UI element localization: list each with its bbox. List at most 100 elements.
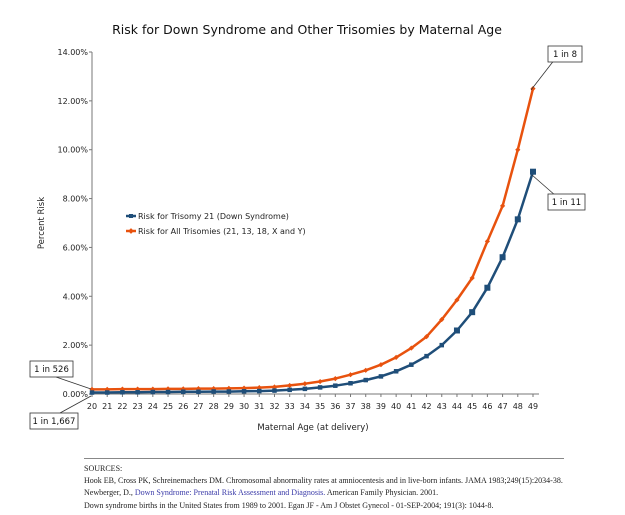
data-point bbox=[408, 345, 414, 351]
data-point bbox=[150, 386, 156, 392]
x-tick-label: 31 bbox=[254, 402, 264, 411]
y-tick-label: 10.00% bbox=[57, 146, 88, 155]
x-tick-label: 33 bbox=[285, 402, 295, 411]
x-tick-label: 24 bbox=[148, 402, 158, 411]
data-point bbox=[272, 388, 277, 393]
data-point bbox=[150, 389, 156, 395]
x-tick-label: 28 bbox=[209, 402, 219, 411]
x-tick-label: 32 bbox=[269, 402, 279, 411]
series-all-trisomies bbox=[89, 86, 536, 392]
data-point bbox=[499, 254, 506, 261]
legend-label-all-trisomies: Risk for All Trisomies (21, 13, 18, X an… bbox=[138, 227, 306, 236]
data-point bbox=[393, 354, 399, 360]
x-tick-label: 34 bbox=[300, 402, 310, 411]
data-point bbox=[530, 86, 536, 92]
callout-text: 1 in 8 bbox=[553, 50, 577, 60]
data-point bbox=[333, 383, 338, 388]
data-point bbox=[332, 376, 338, 382]
chart-title: Risk for Down Syndrome and Other Trisomi… bbox=[112, 22, 502, 37]
x-tick-label: 26 bbox=[178, 402, 188, 411]
data-point bbox=[257, 388, 262, 394]
x-tick-label: 23 bbox=[133, 402, 143, 411]
data-point bbox=[211, 389, 216, 394]
data-point bbox=[135, 386, 141, 392]
data-point bbox=[424, 353, 429, 359]
legend: Risk for Trisomy 21 (Down Syndrome) Risk… bbox=[126, 212, 306, 236]
source-text: American Family Physician. 2001. bbox=[326, 488, 439, 498]
x-tick-label: 42 bbox=[421, 402, 431, 411]
callout-1-in-11: 1 in 11 bbox=[531, 174, 586, 211]
callout-text: 1 in 526 bbox=[34, 365, 69, 375]
callout-leader bbox=[531, 174, 557, 197]
data-point bbox=[196, 389, 201, 395]
callout-leader bbox=[55, 376, 92, 390]
data-point bbox=[484, 284, 491, 291]
legend-label-trisomy21: Risk for Trisomy 21 (Down Syndrome) bbox=[138, 212, 289, 221]
x-tick-label: 37 bbox=[345, 402, 355, 411]
data-point bbox=[226, 389, 232, 394]
chart: Risk for Down Syndrome and Other Trisomi… bbox=[29, 22, 586, 433]
source-link[interactable]: Down Syndrome: Prenatal Risk Assessment … bbox=[134, 488, 326, 498]
data-point bbox=[302, 381, 308, 387]
x-tick-label: 21 bbox=[102, 402, 112, 411]
legend-marker-all-trisomies bbox=[128, 228, 134, 234]
x-tick-label: 27 bbox=[193, 402, 203, 411]
callout-text: 1 in 11 bbox=[552, 198, 581, 208]
data-point bbox=[89, 386, 95, 392]
legend-marker-trisomy21 bbox=[129, 214, 133, 218]
series-trisomy21 bbox=[89, 168, 536, 395]
x-tick-label: 46 bbox=[482, 402, 492, 411]
source-line: Newberger, D., Down Syndrome: Prenatal R… bbox=[84, 487, 619, 499]
y-axis: 0.00% 2.00% 4.00% 6.00% 8.00% 10.00% 12.00% 14.… bbox=[57, 48, 92, 399]
callout-1-in-8: 1 in 8 bbox=[530, 45, 583, 91]
data-point bbox=[409, 362, 414, 367]
sources-heading: SOURCES: bbox=[84, 464, 123, 473]
sources: SOURCES: Hook EB, Cross PK, Schreinemach… bbox=[84, 463, 619, 512]
data-point bbox=[363, 367, 369, 373]
data-point bbox=[454, 297, 460, 303]
source-text: Newberger, D., bbox=[84, 488, 133, 498]
data-point bbox=[514, 216, 521, 223]
data-point bbox=[271, 384, 278, 390]
x-tick-label: 48 bbox=[513, 402, 523, 411]
data-point bbox=[348, 381, 353, 386]
x-tick-label: 45 bbox=[467, 402, 477, 411]
data-point bbox=[499, 203, 506, 209]
source-line: Hook EB, Cross PK, Schreinemachers DM. C… bbox=[84, 476, 563, 486]
data-point bbox=[89, 390, 95, 395]
series-layer bbox=[89, 86, 536, 395]
data-point bbox=[317, 378, 323, 385]
x-axis: 20 21 22 23 24 25 26 27 28 29 30 31 32 33 34 35 36 37 38 39… bbox=[87, 394, 538, 411]
data-point bbox=[211, 386, 217, 392]
data-point bbox=[530, 168, 536, 175]
callout-box bbox=[29, 412, 79, 430]
x-tick-label: 39 bbox=[376, 402, 386, 411]
data-point bbox=[439, 342, 445, 348]
data-point bbox=[135, 390, 140, 395]
x-tick-label: 29 bbox=[224, 402, 234, 411]
data-point bbox=[119, 386, 126, 392]
data-point bbox=[378, 362, 384, 368]
data-point bbox=[378, 374, 384, 379]
data-point bbox=[453, 327, 460, 334]
data-point bbox=[469, 309, 476, 316]
x-tick-label: 35 bbox=[315, 402, 325, 411]
data-point bbox=[165, 389, 171, 395]
data-point bbox=[287, 382, 293, 389]
x-tick-label: 47 bbox=[497, 402, 507, 411]
y-tick-label: 0.00% bbox=[63, 390, 89, 399]
y-tick-label: 14.00% bbox=[57, 48, 88, 57]
callout-box bbox=[547, 45, 583, 63]
y-tick-label: 8.00% bbox=[63, 195, 89, 204]
x-tick-label: 38 bbox=[361, 402, 371, 411]
sources-divider bbox=[84, 458, 564, 459]
data-point bbox=[256, 385, 262, 391]
x-axis-label: Maternal Age (at delivery) bbox=[257, 423, 368, 433]
data-point bbox=[287, 387, 292, 393]
data-point bbox=[439, 316, 445, 323]
data-point bbox=[180, 389, 186, 395]
source-line: Down syndrome births in the United State… bbox=[84, 500, 494, 510]
y-tick-label: 2.00% bbox=[63, 341, 89, 350]
data-point bbox=[120, 390, 125, 395]
y-tick-label: 4.00% bbox=[63, 292, 89, 301]
